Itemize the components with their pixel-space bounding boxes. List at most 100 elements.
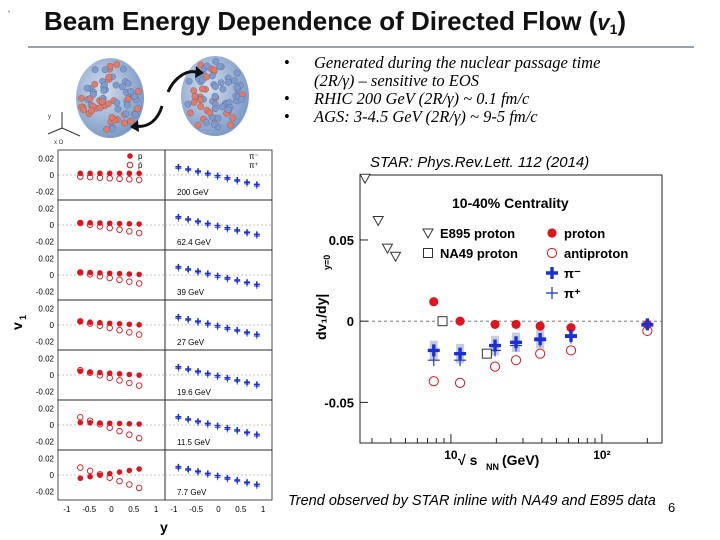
proton-point [136,271,142,278]
nucleon [113,99,121,107]
antiproton-point [116,377,123,384]
proton-point [77,269,84,275]
pion-plus-point [194,369,201,376]
pion-plus-point [224,426,231,433]
antiproton-point [135,434,143,442]
nucleon [131,111,139,118]
pion-minus-point [641,318,654,331]
energy-label: 27 GeV [177,338,205,347]
pion-plus-point [185,267,192,274]
nucleon [196,96,204,104]
nucleus-left [76,58,144,138]
pion-plus-point [175,165,182,172]
y-axis-label: v [9,322,25,330]
pion-plus-point [253,233,260,240]
antiproton-point [106,174,113,182]
antiproton-point [126,329,133,336]
pion-plus-point [204,272,211,279]
bullet-list: • Generated during the nuclear passage ti… [284,54,714,126]
legend-label: π⁻ [564,266,581,281]
slide-title: Beam Energy Dependence of Directed Flow … [44,6,627,37]
x-tick-label: 0 [216,505,221,514]
proton-point [116,220,123,227]
page-number: 6 [668,500,676,515]
y-tick-label: -0.02 [36,188,55,197]
proton-point [97,270,103,276]
x-tick-label: -1 [170,505,178,514]
x-axis-label-sub: NN [486,462,499,472]
nucleon [134,105,141,113]
antiproton-point [77,318,84,325]
antiproton-point [86,467,94,475]
pion-plus-point [244,230,251,237]
y-axis-label-sub: 1 [18,315,28,320]
e895-point [359,173,371,185]
antiproton-point [126,379,133,387]
antiproton-point [565,345,577,356]
y-tick-label: -0.02 [36,488,55,497]
pion-plus-point [224,326,231,333]
y-tick-label: 0.02 [38,204,54,213]
energy-label: 62.4 GeV [177,238,211,247]
energy-label: 39 GeV [177,288,205,297]
bullet-item: • RHIC 200 GeV (2R/γ) ~ 0.1 fm/c [284,89,530,108]
antiproton-point [135,484,143,492]
antiproton-point [86,369,94,376]
x-tick-label: 0.5 [235,505,247,514]
nuclei-collision-illustration: y x O [47,56,249,146]
corner-mark: ˚ [8,10,11,19]
pion-plus-point [234,378,241,385]
pion-plus-point [204,372,211,379]
legend-marker [546,267,558,279]
nucleon [114,105,122,113]
y-tick-label: 0 [50,371,55,380]
pion-plus-point [185,467,192,474]
nucleon [216,63,224,70]
proton-point [97,220,103,226]
proton-point [106,420,113,427]
proton-point [77,170,84,177]
nucleon [105,73,113,81]
proton-point [136,321,142,328]
proton-point [106,270,113,277]
y-axis-label-sub: y=0 [322,255,332,270]
antiproton-point [135,229,143,237]
pion-plus-point [214,374,221,381]
y-tick-label: -0.02 [36,338,55,347]
x-tick-label: 10² [593,448,610,462]
nucleon [227,121,234,129]
nucleon [210,120,218,128]
title-divider [28,46,694,48]
antiproton-point [106,324,113,332]
pion-plus-point [175,265,182,272]
nucleon [120,65,127,73]
na49-point [437,316,448,327]
antiproton-point [96,420,104,428]
bullet-dot: • [284,89,290,108]
axes-glyph [47,112,81,137]
proton-point [106,370,113,377]
pion-plus-point [175,415,182,422]
antiproton-point [86,221,94,228]
antiproton-point [106,224,113,232]
proton-point [136,372,142,378]
pion-minus-point [427,344,440,357]
pion-plus-point [224,176,231,183]
proton-point [126,221,133,227]
proton-point [535,321,545,331]
antiproton-point [428,376,439,387]
nucleon [88,107,96,115]
antiproton-point [126,431,133,438]
proton-point [455,316,465,326]
pion-plus-point [214,274,221,281]
antiproton-point [96,272,104,280]
legend-marker [422,228,434,240]
legend-marker [547,228,557,238]
proton-point [566,323,576,333]
proton-point [87,473,93,480]
antiproton-point [135,280,143,287]
legend-title: 10-40% Centrality [452,195,569,211]
antiproton-point [86,320,94,327]
antiproton-point [135,331,143,338]
antiproton-point [86,173,94,181]
